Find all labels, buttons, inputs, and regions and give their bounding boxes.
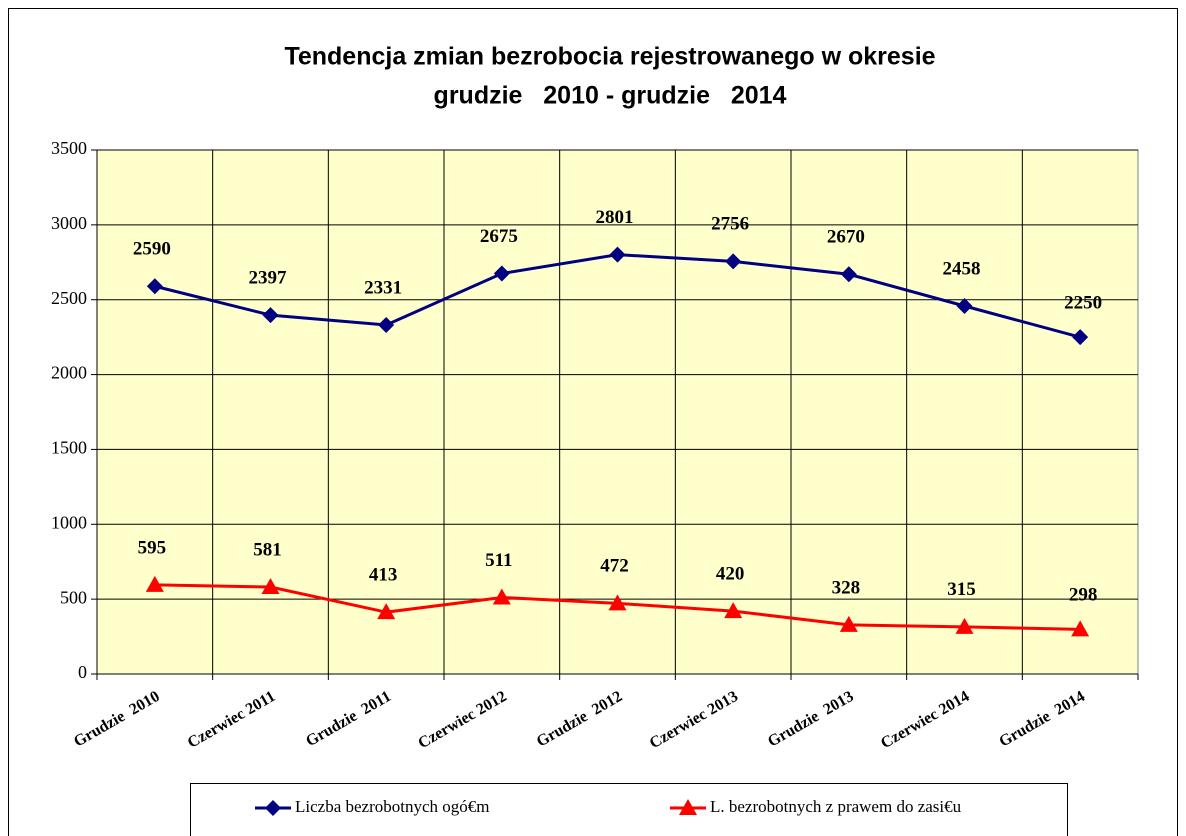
y-tick-label: 3000 bbox=[51, 213, 87, 233]
data-label: 472 bbox=[600, 556, 629, 577]
data-point bbox=[261, 578, 280, 595]
data-label: 413 bbox=[369, 565, 398, 586]
y-tick-label: 3500 bbox=[51, 138, 87, 158]
data-point bbox=[378, 317, 395, 334]
data-point bbox=[1072, 329, 1089, 346]
y-tick-label: 2000 bbox=[51, 363, 87, 383]
data-point bbox=[609, 246, 626, 263]
data-label: 2331 bbox=[364, 277, 402, 298]
data-label: 2756 bbox=[711, 214, 749, 235]
data-point bbox=[955, 617, 974, 634]
legend-label: L. bezrobotnych z prawem do zasi€u bbox=[710, 797, 962, 816]
data-label: 420 bbox=[716, 563, 745, 584]
data-label: 511 bbox=[485, 550, 512, 571]
data-label: 2670 bbox=[827, 227, 865, 248]
y-tick-label: 1000 bbox=[51, 512, 87, 532]
data-label: 2590 bbox=[133, 239, 171, 260]
data-label: 2250 bbox=[1064, 293, 1102, 314]
y-tick-label: 0 bbox=[78, 662, 87, 682]
y-tick-label: 1500 bbox=[51, 438, 87, 458]
data-point bbox=[493, 265, 510, 282]
data-point bbox=[492, 588, 511, 605]
data-label: 328 bbox=[832, 577, 861, 598]
data-label: 595 bbox=[138, 537, 167, 558]
data-point bbox=[956, 298, 973, 315]
data-label: 298 bbox=[1069, 585, 1098, 606]
data-point bbox=[608, 594, 627, 611]
data-point bbox=[725, 253, 742, 270]
y-tick-label: 2500 bbox=[51, 288, 87, 308]
y-tick-label: 500 bbox=[60, 587, 87, 607]
data-point bbox=[262, 307, 279, 324]
data-point bbox=[377, 603, 396, 620]
data-point bbox=[145, 575, 164, 592]
data-label: 2675 bbox=[480, 226, 518, 247]
legend-label: Liczba bezrobotnych ogó€m bbox=[295, 797, 490, 816]
data-label: 2458 bbox=[943, 258, 981, 279]
data-point bbox=[839, 615, 858, 632]
data-point bbox=[840, 266, 857, 283]
data-label: 581 bbox=[253, 539, 282, 560]
data-point bbox=[724, 602, 743, 619]
data-label: 2397 bbox=[249, 267, 288, 288]
chart-title: grudzie 2010 - grudzie 2014 bbox=[434, 82, 787, 110]
legend-box bbox=[190, 783, 1068, 836]
data-label: 2801 bbox=[596, 207, 634, 228]
data-point bbox=[1071, 620, 1090, 637]
data-point bbox=[146, 278, 163, 295]
legend-marker bbox=[679, 799, 697, 815]
legend-marker bbox=[265, 800, 281, 816]
data-label: 315 bbox=[947, 579, 976, 600]
chart-title: Tendencja zmian bezrobocia rejestrowaneg… bbox=[284, 43, 935, 71]
